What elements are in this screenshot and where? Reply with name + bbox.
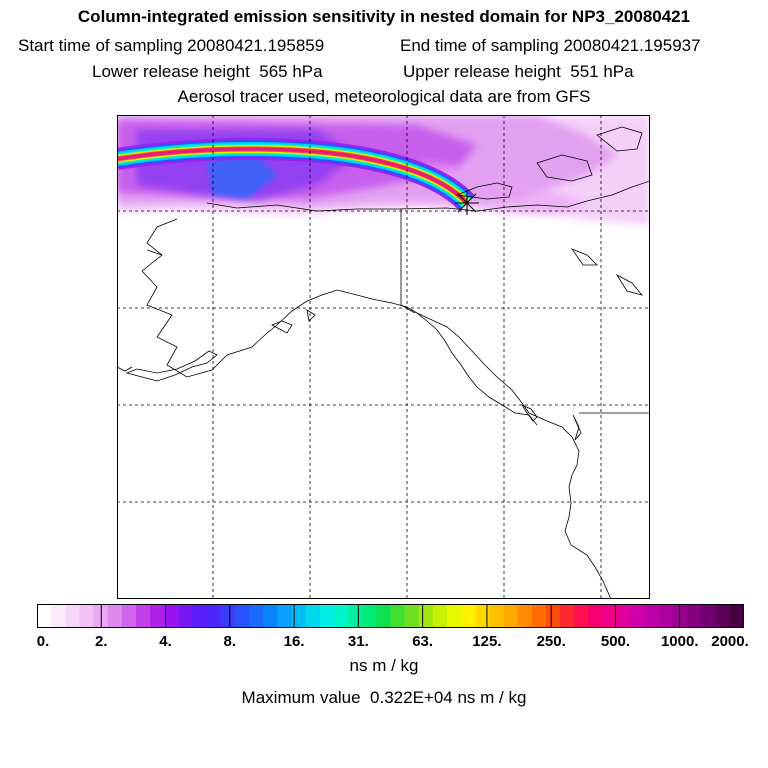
release-location-marker	[455, 191, 479, 215]
colorbar-cell	[560, 604, 575, 628]
small-island	[306, 309, 316, 322]
upper-release-height-label: Upper release height 551 hPa	[403, 62, 634, 81]
colorbar-cell	[404, 604, 420, 628]
colorbar-cell	[348, 604, 363, 628]
colorbar-cell	[673, 604, 689, 628]
sensitivity-tail-zone	[417, 160, 587, 215]
great-bear-lake	[570, 248, 598, 266]
figure-title: Column-integrated emission sensitivity i…	[77, 7, 691, 26]
colorbar-cell	[715, 604, 731, 628]
colorbar-cell	[150, 604, 165, 628]
colorbar-cell	[305, 604, 321, 628]
colorbar	[37, 604, 744, 628]
colorbar-cell	[291, 604, 307, 628]
colorbar-tick-label: 1000.	[660, 633, 699, 650]
colorbar-cell	[645, 604, 660, 628]
victoria-island	[536, 154, 593, 182]
maximum-value-label: Maximum value 0.322E+04 ns m / kg	[241, 688, 527, 707]
map-border	[117, 115, 650, 599]
colorbar-cell	[630, 604, 646, 628]
colorbar-cell	[206, 604, 222, 628]
colorbar-cell	[135, 604, 151, 628]
units-label: ns m / kg	[349, 656, 419, 675]
colorbar-tick-label: 250.	[536, 633, 566, 650]
colorbar-cell	[263, 604, 278, 628]
colorbar-cell	[475, 604, 491, 628]
colorbar-cell	[588, 604, 604, 628]
colorbar-cell	[489, 604, 505, 628]
aleutian-arc	[117, 366, 133, 372]
colorbar-cell	[249, 604, 264, 628]
colorbar-cell	[687, 604, 703, 628]
colorbar-cell	[503, 604, 519, 628]
vancouver-island	[520, 404, 538, 422]
puget-sound	[572, 414, 582, 441]
colorbar-cell	[376, 604, 392, 628]
sensitivity-peak-zone	[207, 155, 277, 199]
colorbar-cell	[37, 604, 52, 628]
colorbar-tick-label: 4.	[159, 633, 172, 650]
colorbar-cell	[121, 604, 137, 628]
inside-passage-coast	[416, 312, 538, 426]
colorbar-cell	[277, 604, 293, 628]
tracer-note-label: Aerosol tracer used, meteorological data…	[177, 87, 591, 106]
lower-release-height-label: Lower release height 565 hPa	[92, 62, 323, 81]
colorbar-tick-label: 31.	[347, 633, 369, 650]
colorbar-cell	[220, 604, 236, 628]
colorbar-tick-label: 2.	[95, 633, 108, 650]
banks-island	[455, 182, 513, 200]
arctic-island-north	[596, 126, 643, 152]
colorbar-cell	[531, 604, 547, 628]
colorbar-cells	[37, 604, 744, 628]
colorbar-tick-label: 125.	[472, 633, 502, 650]
colorbar-cell	[602, 604, 618, 628]
colorbar-cell	[65, 604, 81, 628]
alaska-peninsula	[125, 350, 218, 382]
colorbar-cell	[234, 604, 250, 628]
colorbar-cell	[517, 604, 533, 628]
colorbar-border	[37, 604, 744, 628]
colorbar-tick-label: 63.	[412, 633, 434, 650]
coastlines	[117, 126, 650, 599]
pacific-coastline	[141, 218, 612, 599]
colorbar-cell	[107, 604, 123, 628]
colorbar-cell	[616, 604, 632, 628]
colorbar-cell	[659, 604, 674, 628]
colorbar-cell	[729, 604, 744, 628]
colorbar-cell	[432, 604, 448, 628]
colorbar-tick-label: 8.	[223, 633, 237, 650]
colorbar-tick-label: 2000.	[711, 633, 749, 650]
colorbar-cell	[192, 604, 208, 628]
colorbar-cell	[178, 604, 194, 628]
colorbar-dividers	[100, 604, 681, 628]
colorbar-cell	[546, 604, 561, 628]
colorbar-cell	[447, 604, 462, 628]
seward-peninsula-tip	[146, 249, 163, 256]
colorbar-tick-label: 0.	[36, 633, 50, 650]
colorbar-cell	[701, 604, 717, 628]
end-time-label: End time of sampling 20080421.195937	[400, 36, 701, 55]
panhandle-border	[400, 304, 416, 314]
colorbar-cell	[574, 604, 590, 628]
great-slave-lake	[615, 273, 644, 296]
colorbar-cell	[333, 604, 349, 628]
colorbar-cell	[79, 604, 95, 628]
colorbar-tick-label: 16.	[283, 633, 305, 650]
graticule	[117, 115, 650, 599]
colorbar-cell	[51, 604, 66, 628]
colorbar-cell	[164, 604, 179, 628]
map-panel	[117, 115, 650, 599]
kodiak-island	[271, 320, 293, 334]
colorbar-cell	[362, 604, 377, 628]
trajectory-plume	[117, 137, 476, 211]
colorbar-cell	[461, 604, 476, 628]
colorbar-cell	[418, 604, 434, 628]
colorbar-tick-label: 500.	[600, 633, 631, 650]
colorbar-cell	[390, 604, 406, 628]
colorbar-cell	[319, 604, 335, 628]
plume-band-layer	[117, 147, 469, 205]
political-boundaries	[400, 209, 650, 414]
start-time-label: Start time of sampling 20080421.195859	[18, 36, 325, 55]
